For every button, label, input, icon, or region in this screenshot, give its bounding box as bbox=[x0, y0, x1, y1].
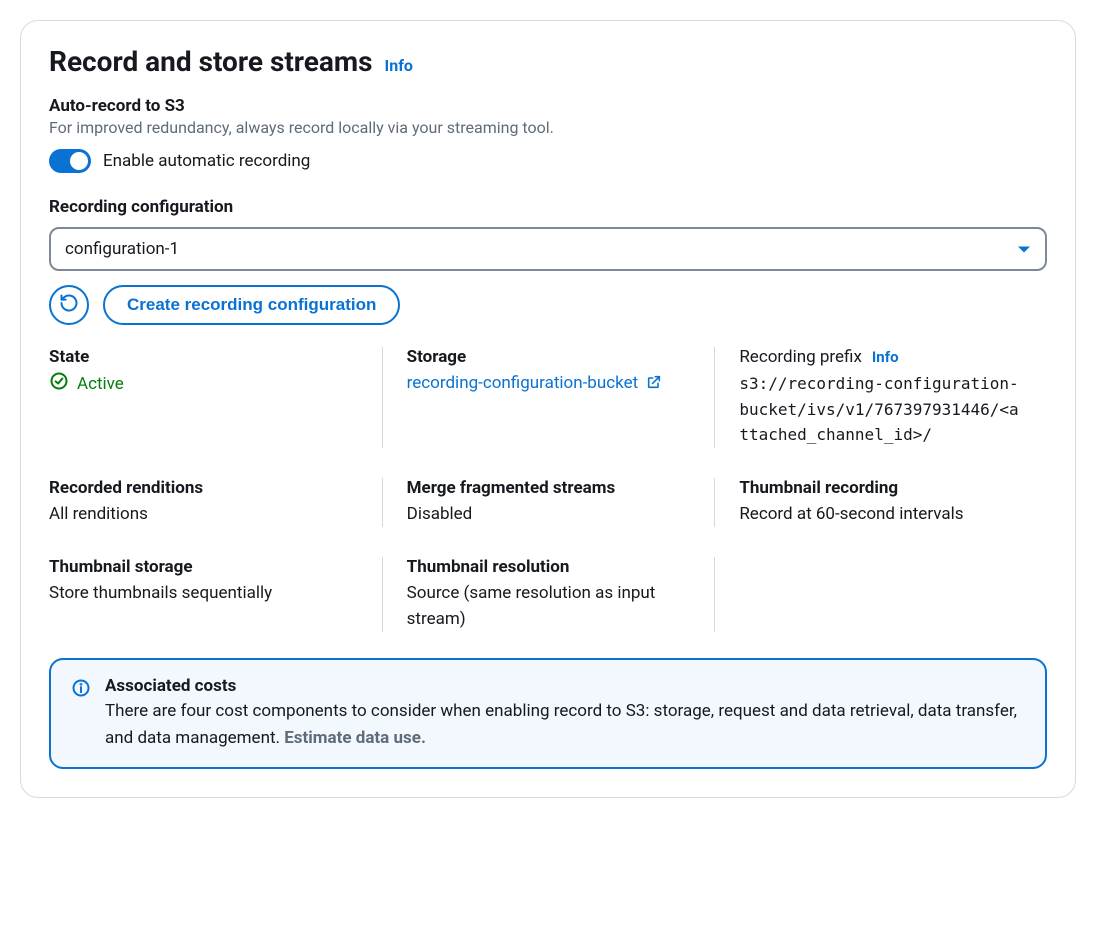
detail-thumb-storage: Thumbnail storage Store thumbnails seque… bbox=[49, 557, 382, 632]
state-value: Active bbox=[77, 374, 124, 394]
detail-renditions: Recorded renditions All renditions bbox=[49, 478, 382, 528]
thumb-storage-value: Store thumbnails sequentially bbox=[49, 581, 358, 607]
auto-record-toggle[interactable] bbox=[49, 149, 91, 173]
detail-empty bbox=[714, 557, 1047, 632]
auto-record-label: Auto-record to S3 bbox=[49, 96, 1047, 116]
detail-prefix: Recording prefix Info s3://recording-con… bbox=[714, 347, 1047, 448]
config-actions: Create recording configuration bbox=[49, 285, 1047, 325]
merge-label: Merge fragmented streams bbox=[407, 478, 691, 498]
thumb-rec-label: Thumbnail recording bbox=[739, 478, 1023, 498]
create-config-button[interactable]: Create recording configuration bbox=[103, 285, 400, 325]
renditions-value: All renditions bbox=[49, 502, 358, 528]
state-label: State bbox=[49, 347, 358, 367]
auto-record-toggle-label: Enable automatic recording bbox=[103, 151, 310, 171]
refresh-button[interactable] bbox=[49, 285, 89, 325]
prefix-info-link[interactable]: Info bbox=[872, 348, 899, 366]
external-link-icon bbox=[646, 373, 662, 399]
estimate-link[interactable]: Estimate data use. bbox=[284, 728, 426, 748]
panel-title: Record and store streams bbox=[49, 45, 373, 78]
alert-body-text: There are four cost components to consid… bbox=[105, 701, 1017, 747]
check-circle-icon bbox=[49, 371, 69, 396]
recording-config-label: Recording configuration bbox=[49, 197, 1047, 217]
record-streams-panel: Record and store streams Info Auto-recor… bbox=[20, 20, 1076, 798]
config-details-grid: State Active Storage recording-configura… bbox=[49, 347, 1047, 632]
toggle-knob bbox=[70, 152, 88, 170]
renditions-label: Recorded renditions bbox=[49, 478, 358, 498]
recording-config-selected: configuration-1 bbox=[65, 239, 179, 259]
detail-storage: Storage recording-configuration-bucket bbox=[382, 347, 715, 448]
panel-header: Record and store streams Info bbox=[49, 45, 1047, 78]
recording-config-select[interactable]: configuration-1 bbox=[49, 227, 1047, 271]
refresh-icon bbox=[59, 293, 79, 317]
detail-state: State Active bbox=[49, 347, 382, 448]
thumb-rec-value: Record at 60-second intervals bbox=[739, 502, 1023, 528]
prefix-label: Recording prefix bbox=[739, 347, 862, 367]
storage-bucket-name: recording-configuration-bucket bbox=[407, 373, 638, 393]
prefix-label-row: Recording prefix Info bbox=[739, 347, 1023, 367]
state-value-row: Active bbox=[49, 371, 358, 396]
alert-title: Associated costs bbox=[105, 676, 1025, 696]
auto-record-toggle-row: Enable automatic recording bbox=[49, 149, 1047, 173]
auto-record-desc: For improved redundancy, always record l… bbox=[49, 118, 1047, 137]
thumb-res-label: Thumbnail resolution bbox=[407, 557, 691, 577]
caret-down-icon bbox=[1017, 240, 1031, 259]
storage-bucket-link[interactable]: recording-configuration-bucket bbox=[407, 373, 663, 393]
thumb-res-value: Source (same resolution as input stream) bbox=[407, 581, 691, 632]
detail-merge: Merge fragmented streams Disabled bbox=[382, 478, 715, 528]
prefix-value: s3://recording-configuration-bucket/ivs/… bbox=[739, 371, 1023, 448]
recording-config-select-wrap: configuration-1 bbox=[49, 227, 1047, 271]
info-icon bbox=[71, 678, 91, 751]
panel-info-link[interactable]: Info bbox=[385, 56, 413, 75]
storage-label: Storage bbox=[407, 347, 691, 367]
alert-content: Associated costs There are four cost com… bbox=[105, 676, 1025, 751]
detail-thumb-rec: Thumbnail recording Record at 60-second … bbox=[714, 478, 1047, 528]
thumb-storage-label: Thumbnail storage bbox=[49, 557, 358, 577]
merge-value: Disabled bbox=[407, 502, 691, 528]
costs-alert: Associated costs There are four cost com… bbox=[49, 658, 1047, 769]
detail-thumb-res: Thumbnail resolution Source (same resolu… bbox=[382, 557, 715, 632]
alert-body: There are four cost components to consid… bbox=[105, 698, 1025, 751]
